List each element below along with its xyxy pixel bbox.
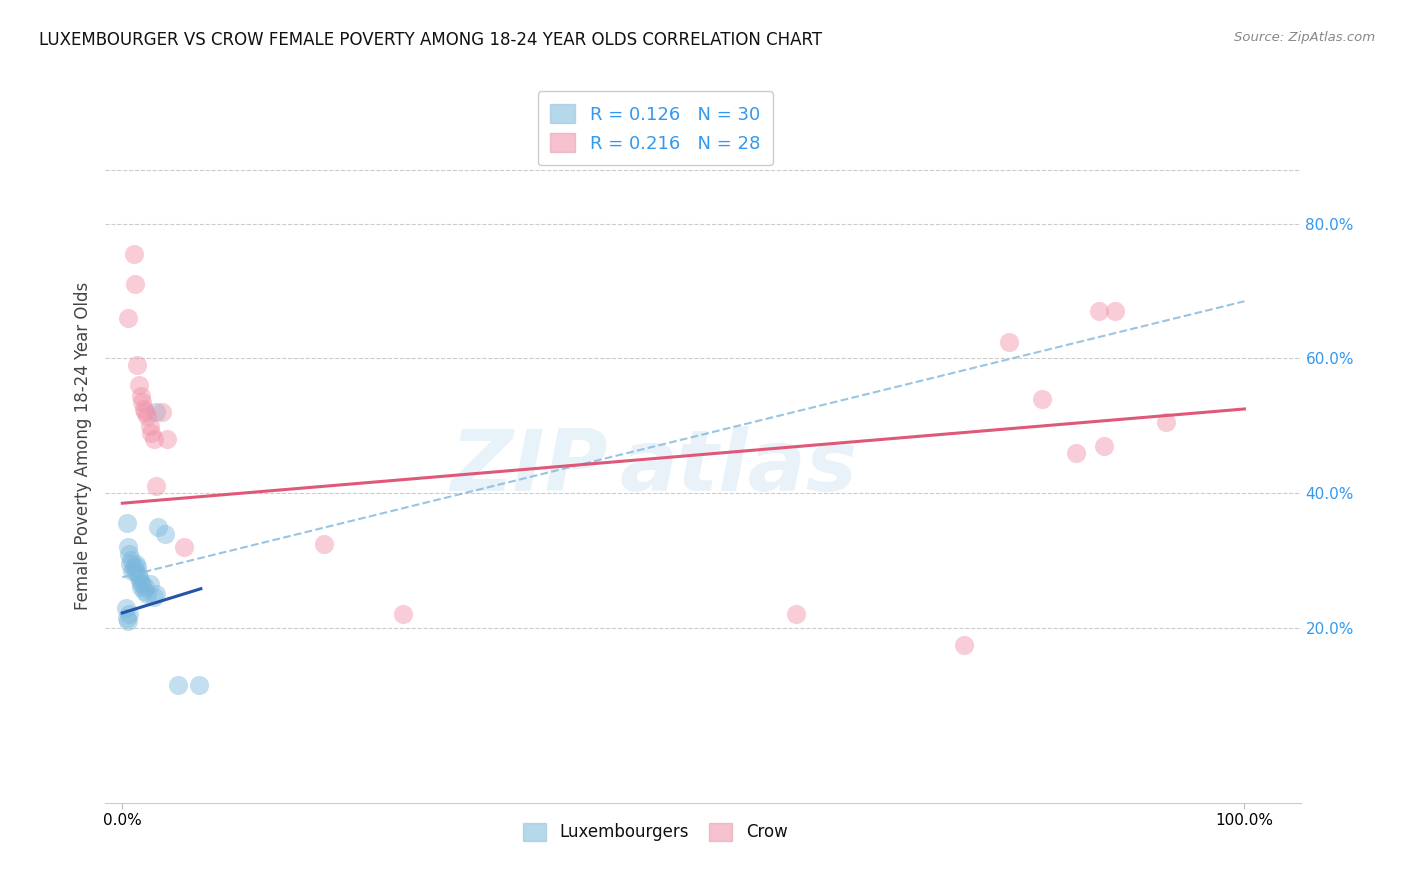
Point [132, 401, 155, 416]
Point [156, 432, 179, 446]
Point [785, 607, 807, 622]
Point [141, 425, 163, 440]
Point [117, 614, 139, 628]
Point [997, 334, 1019, 349]
Point [131, 395, 153, 409]
Point [142, 432, 165, 446]
Point [114, 600, 136, 615]
Point [1104, 304, 1126, 318]
Point [115, 610, 138, 624]
Point [118, 607, 141, 622]
Point [117, 311, 139, 326]
Point [1031, 392, 1053, 406]
Point [125, 557, 148, 571]
Point [1154, 416, 1177, 430]
Point [1087, 304, 1109, 318]
Point [1064, 446, 1087, 460]
Point [136, 587, 159, 601]
Legend: Luxembourgers, Crow: Luxembourgers, Crow [516, 816, 794, 848]
Point [118, 547, 141, 561]
Point [173, 540, 195, 554]
Text: ZIP: ZIP [450, 425, 607, 509]
Point [953, 638, 976, 652]
Point [187, 678, 209, 692]
Point [136, 409, 159, 423]
Point [132, 583, 155, 598]
Point [150, 405, 173, 419]
Point [139, 418, 162, 433]
Point [121, 564, 143, 578]
Point [125, 358, 148, 372]
Point [134, 405, 156, 419]
Point [127, 566, 149, 581]
Point [128, 570, 150, 584]
Point [148, 520, 170, 534]
Point [145, 587, 167, 601]
Point [145, 405, 167, 419]
Point [120, 553, 142, 567]
Y-axis label: Female Poverty Among 18-24 Year Olds: Female Poverty Among 18-24 Year Olds [73, 282, 91, 610]
Point [314, 536, 336, 550]
Point [1092, 439, 1115, 453]
Point [131, 580, 153, 594]
Text: Source: ZipAtlas.com: Source: ZipAtlas.com [1234, 31, 1375, 45]
Point [115, 516, 138, 531]
Point [153, 526, 176, 541]
Point [139, 577, 162, 591]
Point [392, 607, 415, 622]
Point [124, 564, 146, 578]
Point [167, 678, 190, 692]
Point [124, 277, 146, 292]
Point [128, 378, 150, 392]
Point [142, 591, 165, 605]
Point [125, 560, 148, 574]
Point [120, 557, 142, 571]
Point [117, 540, 139, 554]
Point [122, 560, 145, 574]
Point [131, 388, 153, 402]
Point [122, 247, 145, 261]
Point [131, 577, 153, 591]
Point [129, 574, 152, 588]
Point [145, 479, 167, 493]
Text: LUXEMBOURGER VS CROW FEMALE POVERTY AMONG 18-24 YEAR OLDS CORRELATION CHART: LUXEMBOURGER VS CROW FEMALE POVERTY AMON… [39, 31, 823, 49]
Text: atlas: atlas [619, 425, 858, 509]
Point [134, 580, 156, 594]
